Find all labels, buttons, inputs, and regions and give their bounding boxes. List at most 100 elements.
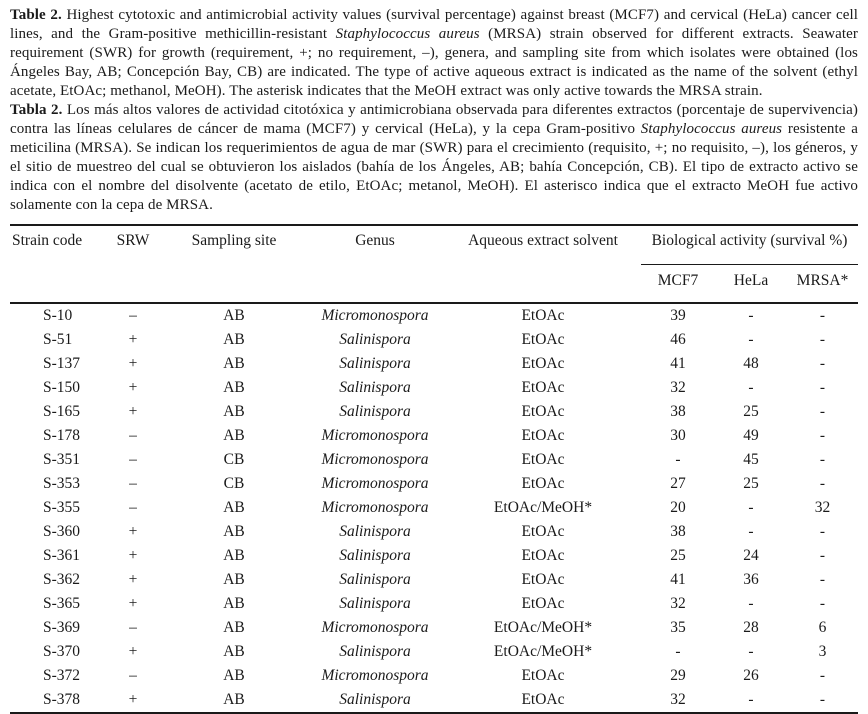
table-row: S-361 + AB Salinispora EtOAc 25 24 -	[10, 544, 858, 568]
cell-hela: 24	[743, 547, 759, 564]
cell-strain-code: S-351	[43, 451, 81, 468]
cell-solvent: EtOAc	[521, 691, 565, 708]
cell-strain-code: S-369	[43, 619, 81, 636]
cell-solvent: EtOAc	[521, 379, 565, 396]
table-row: S-353 – CB Micromonospora EtOAc 27 25 -	[10, 472, 858, 496]
cell-strain-code: S-178	[43, 427, 81, 444]
cell-mrsa: 32	[814, 499, 831, 516]
cell-genus: Salinispora	[339, 331, 411, 348]
cell-mrsa: -	[819, 331, 826, 348]
caption-segment: Los más altos valores de actividad citot…	[10, 102, 858, 137]
cell-solvent: EtOAc	[521, 403, 565, 420]
cell-hela: 48	[743, 355, 759, 372]
col-header-hela: HeLa	[733, 272, 769, 289]
table-row: S-165 + AB Salinispora EtOAc 38 25 -	[10, 400, 858, 424]
cell-strain-code: S-370	[43, 643, 81, 660]
table-row: S-137 + AB Salinispora EtOAc 41 48 -	[10, 352, 858, 376]
cell-strain-code: S-372	[43, 667, 81, 684]
cell-sampling-site: AB	[223, 499, 245, 516]
cell-solvent: EtOAc	[521, 595, 565, 612]
cell-srw: +	[128, 331, 138, 348]
caption-spanish-text: Los más altos valores de actividad citot…	[10, 102, 858, 213]
cell-genus: Salinispora	[339, 355, 411, 372]
cell-genus: Salinispora	[339, 523, 411, 540]
cell-hela: -	[748, 691, 754, 708]
cell-sampling-site: AB	[223, 427, 245, 444]
cell-genus: Micromonospora	[321, 427, 429, 444]
cell-mcf7: 27	[670, 475, 686, 492]
caption-segment: Highest cytotoxic and antimicrobial acti…	[10, 7, 859, 42]
col-header-sampling-site: Sampling site	[191, 232, 277, 249]
cell-solvent: EtOAc	[521, 667, 565, 684]
cell-mcf7: 30	[670, 427, 686, 444]
caption-english: Table 2. Highest cytotoxic and antimicro…	[10, 6, 858, 101]
cell-srw: –	[129, 451, 137, 468]
cell-solvent: EtOAc	[521, 451, 565, 468]
caption-spanish-label: Tabla 2.	[10, 102, 63, 118]
table-header-row-sub: MCF7 HeLa MRSA*	[10, 265, 858, 304]
cell-srw: –	[129, 619, 137, 636]
cell-mrsa: -	[819, 427, 826, 444]
cell-mcf7: 38	[670, 403, 686, 420]
col-header-mcf7: MCF7	[657, 272, 699, 289]
cell-mcf7: 41	[670, 571, 686, 588]
cell-solvent: EtOAc	[521, 331, 565, 348]
results-table: Strain code SRW Sampling site Genus Aque…	[10, 224, 858, 714]
cell-solvent: EtOAc	[521, 571, 565, 588]
cell-strain-code: S-362	[43, 571, 81, 588]
cell-solvent: EtOAc	[521, 523, 565, 540]
cell-sampling-site: AB	[223, 667, 245, 684]
cell-srw: +	[128, 643, 138, 660]
cell-sampling-site: AB	[223, 595, 245, 612]
table-row: S-51 + AB Salinispora EtOAc 46 - -	[10, 328, 858, 352]
cell-mcf7: -	[675, 643, 681, 660]
cell-strain-code: S-150	[43, 379, 81, 396]
cell-srw: –	[129, 427, 137, 444]
cell-mcf7: 32	[670, 379, 686, 396]
cell-mrsa: -	[819, 379, 826, 396]
cell-mrsa: -	[819, 451, 826, 468]
col-header-biological-activity: Biological activity (survival %)	[641, 225, 858, 265]
table-row: S-360 + AB Salinispora EtOAc 38 - -	[10, 520, 858, 544]
col-header-srw: SRW	[116, 232, 150, 249]
cell-solvent: EtOAc/MeOH*	[493, 619, 593, 636]
cell-mrsa: -	[819, 547, 826, 564]
cell-genus: Micromonospora	[321, 499, 429, 516]
cell-hela: 49	[743, 427, 759, 444]
cell-genus: Micromonospora	[321, 667, 429, 684]
cell-strain-code: S-10	[43, 307, 73, 324]
cell-mrsa: 6	[818, 619, 827, 636]
cell-sampling-site: AB	[223, 643, 245, 660]
cell-mrsa: -	[819, 571, 826, 588]
cell-sampling-site: AB	[223, 691, 245, 708]
cell-srw: +	[128, 691, 138, 708]
cell-mcf7: -	[675, 451, 681, 468]
cell-strain-code: S-365	[43, 595, 81, 612]
cell-strain-code: S-361	[43, 547, 81, 564]
cell-sampling-site: AB	[223, 571, 245, 588]
cell-srw: +	[128, 523, 138, 540]
cell-strain-code: S-137	[43, 355, 81, 372]
cell-mrsa: -	[819, 667, 826, 684]
table-row: S-351 – CB Micromonospora EtOAc - 45 -	[10, 448, 858, 472]
cell-mcf7: 35	[670, 619, 686, 636]
cell-genus: Salinispora	[339, 571, 411, 588]
cell-hela: -	[748, 643, 754, 660]
cell-hela: -	[748, 331, 754, 348]
table-row: S-362 + AB Salinispora EtOAc 41 36 -	[10, 568, 858, 592]
cell-srw: +	[128, 571, 138, 588]
cell-mrsa: -	[819, 355, 826, 372]
cell-mcf7: 25	[670, 547, 686, 564]
cell-srw: –	[129, 475, 137, 492]
cell-hela: -	[748, 379, 754, 396]
cell-mcf7: 41	[670, 355, 686, 372]
cell-hela: 45	[743, 451, 759, 468]
cell-genus: Salinispora	[339, 403, 411, 420]
cell-srw: +	[128, 547, 138, 564]
cell-sampling-site: CB	[223, 475, 245, 492]
cell-sampling-site: AB	[223, 547, 245, 564]
cell-solvent: EtOAc/MeOH*	[493, 499, 593, 516]
cell-hela: -	[748, 307, 754, 324]
cell-mcf7: 39	[670, 307, 686, 324]
cell-mrsa: -	[819, 523, 826, 540]
